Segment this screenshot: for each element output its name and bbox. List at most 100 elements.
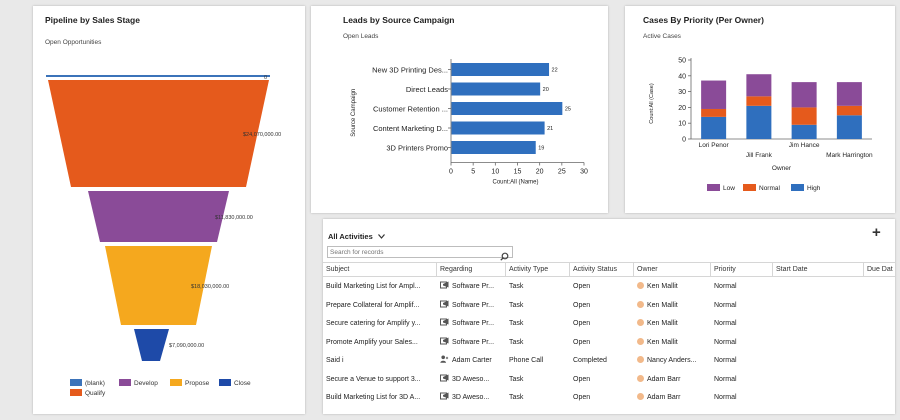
legend-swatch-develop <box>119 379 131 386</box>
legend-label-propose[interactable]: Propose <box>185 380 210 387</box>
cases-legend-label-normal[interactable]: Normal <box>759 185 781 192</box>
column-header-start-date[interactable]: Start Date <box>773 263 864 277</box>
column-header-priority[interactable]: Priority <box>711 263 773 277</box>
cases-bar-segment-low[interactable] <box>746 74 772 97</box>
legend-label-develop[interactable]: Develop <box>134 380 158 387</box>
cases-bar-segment-high[interactable] <box>701 116 727 139</box>
column-header-regarding[interactable]: Regarding <box>437 263 506 277</box>
column-header-activity-type[interactable]: Activity Type <box>506 263 570 277</box>
funnel-stage-blank[interactable] <box>46 75 270 77</box>
leads-value-label: 22 <box>552 68 558 74</box>
view-name: All Activities <box>328 232 373 241</box>
search-box[interactable] <box>327 246 513 261</box>
leads-bar[interactable] <box>451 82 541 96</box>
cases-legend-label-high[interactable]: High <box>807 185 821 192</box>
cases-bar-segment-high[interactable] <box>836 115 862 139</box>
campaign-icon <box>440 281 452 290</box>
legend-label-blank[interactable]: (blank) <box>85 380 105 387</box>
cases-title: Cases By Priority (Per Owner) <box>643 15 764 25</box>
funnel-stage-propose[interactable] <box>105 246 212 325</box>
cell-regarding[interactable]: Software Pr... <box>437 278 506 297</box>
pipeline-title: Pipeline by Sales Stage <box>45 15 140 25</box>
leads-title: Leads by Source Campaign <box>343 15 455 25</box>
cell-subject[interactable]: Prepare Collateral for Amplif... <box>323 297 437 316</box>
search-input[interactable] <box>330 247 500 257</box>
owner-avatar-icon <box>637 356 644 363</box>
cell-subject[interactable]: Secure a Venue to support 3... <box>323 371 437 390</box>
cell-owner[interactable]: Ken Mallit <box>634 297 711 316</box>
cases-bar-segment-low[interactable] <box>701 80 727 109</box>
cell-regarding[interactable]: Software Pr... <box>437 334 506 353</box>
table-row[interactable]: Secure a Venue to support 3... 3D Aweso..… <box>323 371 895 390</box>
funnel-stage-develop[interactable] <box>88 191 229 242</box>
table-row[interactable]: Prepare Collateral for Amplif... Software… <box>323 297 895 316</box>
cases-x-axis-title: Owner <box>772 165 792 172</box>
cell-subject[interactable]: Promote Amplify your Sales... <box>323 334 437 353</box>
cases-bar-segment-low[interactable] <box>836 82 862 106</box>
owner-text: Adam Barr <box>647 375 681 383</box>
column-header-activity-status[interactable]: Activity Status <box>570 263 634 277</box>
cell-regarding[interactable]: Software Pr... <box>437 297 506 316</box>
funnel-stage-close[interactable] <box>134 329 169 361</box>
cell-regarding[interactable]: Software Pr... <box>437 315 506 334</box>
cases-legend-label-low[interactable]: Low <box>723 185 735 192</box>
cases-y-tick-label: 30 <box>678 89 686 96</box>
funnel-label-blank: 0 <box>264 75 267 81</box>
owner-text: Adam Barr <box>647 394 681 401</box>
table-row[interactable]: Build Marketing List for Ampl... Software… <box>323 278 895 297</box>
column-header-owner[interactable]: Owner <box>634 263 711 277</box>
cell-owner[interactable]: Adam Barr <box>634 389 711 408</box>
cell-regarding[interactable]: 3D Aweso... <box>437 371 506 390</box>
cell-owner[interactable]: Ken Mallit <box>634 315 711 334</box>
priority-text: Normal <box>714 320 737 327</box>
table-row[interactable]: Promote Amplify your Sales... Software Pr… <box>323 334 895 353</box>
leads-bar[interactable] <box>451 102 563 115</box>
leads-category-label: Content Marketing D... <box>373 124 448 133</box>
table-row[interactable]: Build Marketing List for 3D A... 3D Aweso… <box>323 389 895 408</box>
leads-bar[interactable] <box>451 63 550 76</box>
cases-bar-segment-normal[interactable] <box>836 105 862 116</box>
legend-swatch-blank <box>70 379 82 386</box>
cases-stacked-bar-chart: 0 10 20 30 40 50 Lori Penor Jill Frank Jim Hance… <box>649 58 873 193</box>
cases-bar-segment-normal[interactable] <box>701 108 727 117</box>
cell-owner[interactable]: Ken Mallit <box>634 334 711 353</box>
campaign-icon <box>440 300 452 309</box>
leads-bar[interactable] <box>451 141 536 154</box>
regarding-text: Software Pr... <box>452 338 495 346</box>
table-row[interactable]: Said i Adam Carter Phone Call Completed Nanc… <box>323 352 895 371</box>
legend-label-close[interactable]: Close <box>234 380 251 387</box>
legend-label-qualify[interactable]: Qualify <box>85 390 106 397</box>
search-icon[interactable] <box>500 248 509 266</box>
add-activity-button[interactable]: + <box>872 224 881 241</box>
funnel-stage-qualify[interactable] <box>48 80 269 187</box>
column-header-subject[interactable]: Subject <box>323 263 437 277</box>
cell-owner[interactable]: Adam Barr <box>634 371 711 390</box>
cases-bar-segment-normal[interactable] <box>746 96 772 106</box>
campaign-icon <box>440 337 452 346</box>
leads-x-tick-label: 30 <box>580 169 588 176</box>
cases-bar-segment-low[interactable] <box>791 82 817 108</box>
cell-subject[interactable]: Secure catering for Amplify y... <box>323 315 437 334</box>
subject-text: Promote Amplify your Sales... <box>326 338 418 346</box>
leads-bar[interactable] <box>451 121 545 135</box>
cases-bar-segment-normal[interactable] <box>791 107 817 125</box>
table-row[interactable]: Secure catering for Amplify y... Software… <box>323 315 895 334</box>
type-text: Task <box>509 338 524 346</box>
cases-bar-segment-high[interactable] <box>791 124 817 139</box>
pipeline-funnel-chart: 0 $24,070,000.00 $11,830,000.00 $18,030,… <box>46 75 281 397</box>
cell-regarding[interactable]: 3D Aweso... <box>437 389 506 408</box>
cell-owner[interactable]: Ken Mallit <box>634 278 711 297</box>
leads-x-tick-label: 25 <box>558 169 566 176</box>
view-selector[interactable]: All Activities <box>328 232 385 241</box>
campaign-icon <box>440 318 452 327</box>
cell-owner[interactable]: Nancy Anders... <box>634 352 711 371</box>
cases-category-label: Jill Frank <box>746 152 773 159</box>
cell-status: Open <box>570 315 634 334</box>
cases-bar-segment-high[interactable] <box>746 105 772 139</box>
column-header-due-date[interactable]: Due Dat <box>867 266 893 273</box>
cell-regarding[interactable]: Adam Carter <box>437 352 506 371</box>
cell-subject[interactable]: Said i <box>323 352 437 371</box>
cell-subject[interactable]: Build Marketing List for Ampl... <box>323 278 437 297</box>
cell-type: Task <box>506 371 570 390</box>
cell-subject[interactable]: Build Marketing List for 3D A... <box>323 389 437 408</box>
